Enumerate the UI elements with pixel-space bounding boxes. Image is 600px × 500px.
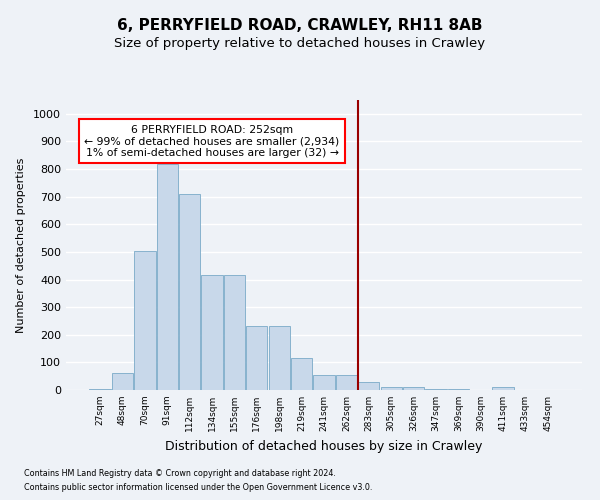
Text: Size of property relative to detached houses in Crawley: Size of property relative to detached ho… [115,38,485,51]
Bar [89,388,111,390]
Bar [336,375,357,390]
Bar [246,326,268,390]
Text: Contains public sector information licensed under the Open Government Licence v3: Contains public sector information licen… [24,484,373,492]
Bar [425,388,446,390]
Bar [134,250,155,390]
Bar [380,387,402,390]
Bar [112,374,133,390]
Bar [179,194,200,390]
Bar [403,387,424,390]
Bar [448,388,469,390]
Bar [358,382,379,390]
Text: 6 PERRYFIELD ROAD: 252sqm
← 99% of detached houses are smaller (2,934)
1% of sem: 6 PERRYFIELD ROAD: 252sqm ← 99% of detac… [85,125,340,158]
Bar [224,276,245,390]
Bar [269,326,290,390]
Bar [157,164,178,390]
X-axis label: Distribution of detached houses by size in Crawley: Distribution of detached houses by size … [166,440,482,452]
Bar [291,358,312,390]
Bar [493,387,514,390]
Bar [202,276,223,390]
Text: 6, PERRYFIELD ROAD, CRAWLEY, RH11 8AB: 6, PERRYFIELD ROAD, CRAWLEY, RH11 8AB [117,18,483,32]
Bar [313,375,335,390]
Text: Contains HM Land Registry data © Crown copyright and database right 2024.: Contains HM Land Registry data © Crown c… [24,468,336,477]
Y-axis label: Number of detached properties: Number of detached properties [16,158,26,332]
